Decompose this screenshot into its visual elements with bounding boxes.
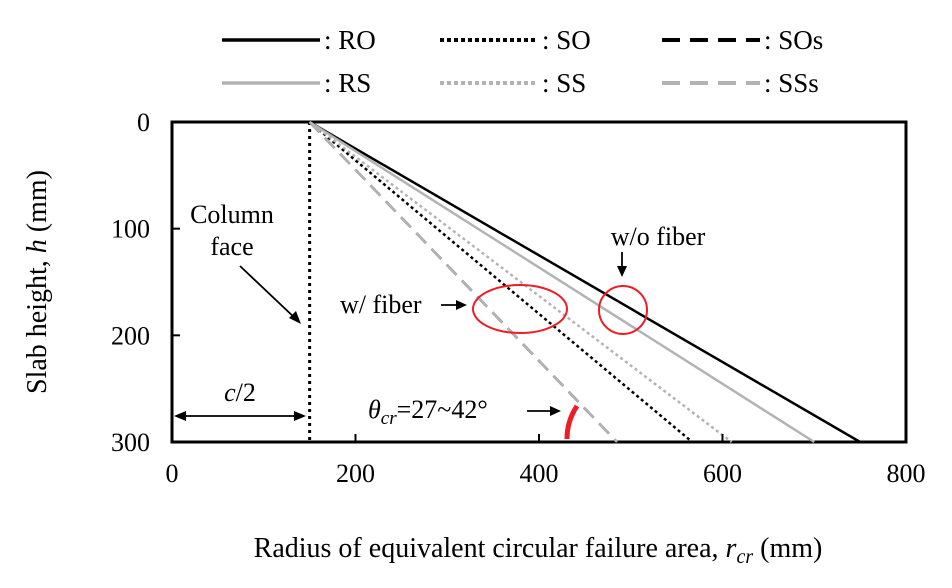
without-fiber-label: w/o fiber	[611, 222, 706, 251]
legend-label: : SOs	[764, 25, 823, 55]
x-tick-label: 600	[703, 459, 742, 488]
legend-label: : SS	[542, 68, 586, 98]
with-fiber-highlight	[472, 284, 568, 334]
dimension-arrow-right	[294, 411, 306, 421]
x-axis: 0 200 400 600 800	[166, 434, 926, 488]
theta-angle-arc	[564, 404, 580, 440]
series-line-rs	[308, 120, 815, 444]
theta-arrowhead	[550, 406, 561, 416]
theta-label: θcr=27~42°	[368, 395, 488, 429]
x-tick-label: 400	[520, 459, 559, 488]
column-face-label-line1: Column	[190, 200, 274, 229]
x-tick-label: 0	[166, 459, 179, 488]
legend: : RO : SO : SOs : RS : SS : SSs	[222, 25, 823, 98]
with-fiber-label: w/ fiber	[340, 290, 422, 319]
y-axis: 0 100 200 300	[111, 108, 180, 457]
column-face-label-line2: face	[210, 232, 253, 261]
with-fiber-arrowhead	[456, 300, 467, 310]
series-line-ss	[308, 121, 733, 443]
y-tick-label: 100	[111, 215, 150, 244]
dimension-arrow-left	[174, 411, 186, 421]
y-tick-label: 300	[111, 428, 150, 457]
x-axis-title: Radius of equivalent circular failure ar…	[254, 533, 823, 568]
column-face-pointer-arrow	[239, 265, 298, 321]
series-line-ro	[308, 120, 861, 444]
plot-frame	[170, 120, 908, 444]
series-group	[308, 120, 861, 444]
y-tick-label: 0	[137, 108, 150, 137]
without-fiber-arrowhead	[617, 266, 627, 277]
x-tick-label: 200	[336, 459, 375, 488]
legend-label: : RO	[324, 25, 376, 55]
y-tick-label: 200	[111, 321, 150, 350]
legend-label: : RS	[324, 68, 371, 98]
series-line-so	[308, 121, 694, 443]
series-line-sss	[308, 121, 618, 443]
column-face-arrowhead	[289, 311, 301, 324]
without-fiber-highlight	[598, 285, 648, 335]
legend-label: : SO	[542, 25, 591, 55]
dimension-label: c/2	[224, 378, 256, 407]
legend-label: : SSs	[764, 68, 819, 98]
x-tick-label: 800	[887, 459, 926, 488]
y-axis-title: Slab height, h (mm)	[22, 170, 53, 394]
